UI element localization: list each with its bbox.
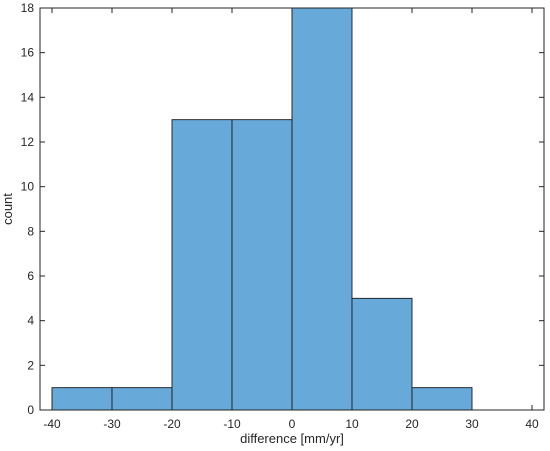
histogram-bar-1 — [111, 387, 173, 411]
x-tick-label: 10 — [345, 417, 359, 431]
y-tick-label: 8 — [27, 224, 34, 238]
histogram-bar-2 — [171, 119, 233, 411]
y-tick-label: 4 — [27, 314, 34, 328]
x-tick-label: 0 — [289, 417, 296, 431]
y-tick-label: 16 — [21, 46, 35, 60]
x-axis-label: difference [mm/yr] — [240, 431, 344, 446]
y-tick-label: 0 — [27, 403, 34, 417]
y-axis-label: count — [0, 193, 15, 225]
histogram-bar-5 — [351, 297, 413, 411]
x-tick-label: -10 — [223, 417, 241, 431]
x-tick-label: -40 — [43, 417, 61, 431]
y-tick-label: 18 — [21, 1, 35, 15]
y-axis-ticks: 0 2 4 6 8 10 12 14 16 18 — [21, 1, 544, 417]
y-tick-label: 14 — [21, 90, 35, 104]
x-axis-ticks: -40 -30 -20 -10 0 10 20 30 40 — [43, 8, 539, 431]
y-tick-label: 2 — [27, 358, 34, 372]
y-tick-label: 6 — [27, 269, 34, 283]
histogram-bar-3 — [231, 119, 293, 411]
y-tick-label: 10 — [21, 180, 35, 194]
x-tick-label: 40 — [525, 417, 539, 431]
histogram-bar-6 — [411, 387, 473, 411]
x-tick-label: -20 — [163, 417, 181, 431]
x-tick-label: -30 — [103, 417, 121, 431]
histogram-bar-0 — [51, 387, 113, 411]
histogram-bar-4 — [291, 7, 353, 411]
y-tick-label: 12 — [21, 135, 35, 149]
bars-group — [51, 7, 473, 411]
x-tick-label: 30 — [465, 417, 479, 431]
x-tick-label: 20 — [405, 417, 419, 431]
